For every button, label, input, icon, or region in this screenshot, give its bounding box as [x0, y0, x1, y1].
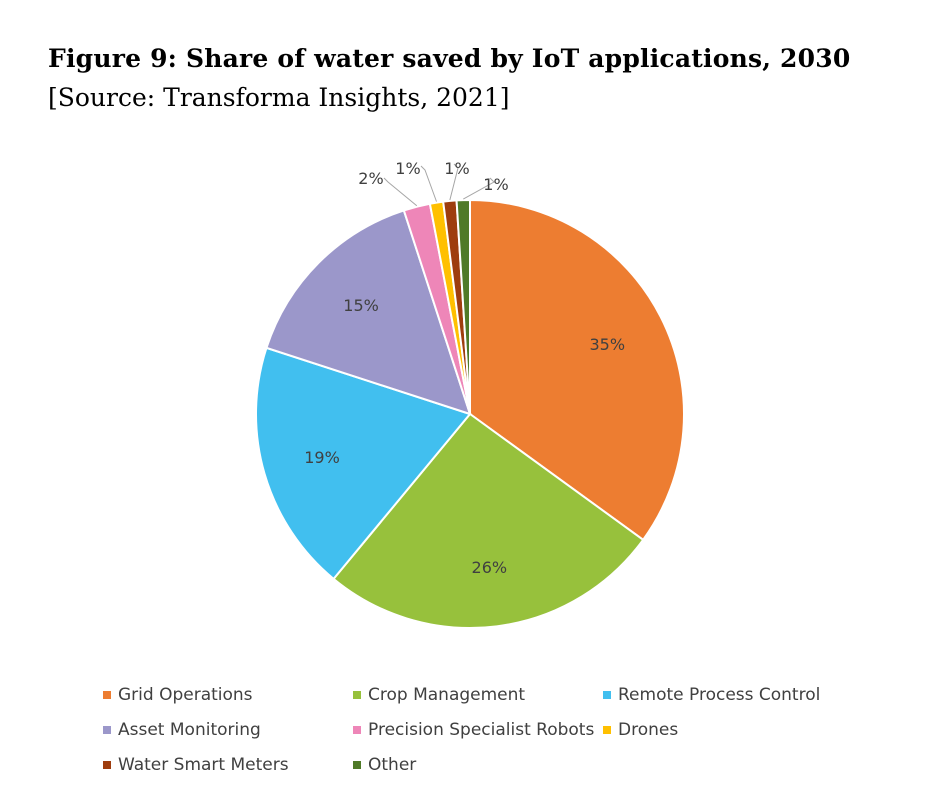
legend-item-asset-monitoring: Asset Monitoring — [103, 720, 261, 740]
data-label-grid-operations: 35% — [590, 335, 626, 354]
data-label-other: 1% — [483, 175, 508, 194]
pie-slice-remote-process-control — [255, 346, 472, 581]
figure-source: [Source: Transforma Insights, 2021] — [48, 83, 510, 112]
legend-label: Crop Management — [368, 685, 526, 705]
pie-slice-other — [455, 198, 471, 415]
legend-item-other: Other — [353, 755, 416, 775]
legend-item-drones: Drones — [603, 720, 678, 740]
legend-label: Asset Monitoring — [118, 720, 261, 740]
legend-swatch — [103, 726, 111, 734]
figure-title: Figure 9: Share of water saved by IoT ap… — [48, 44, 851, 73]
pie-chart: 35% 26% 19% 15% 2% 1% 1% 1% — [255, 159, 685, 629]
leader-line-precision-specialist-robots — [383, 177, 418, 207]
legend-item-remote-process-control: Remote Process Control — [603, 685, 820, 705]
pie-slice-crop-management — [332, 412, 645, 629]
data-label-water-smart-meters: 1% — [444, 159, 469, 178]
legend-swatch — [603, 691, 611, 699]
legend-item-water-smart-meters: Water Smart Meters — [103, 755, 289, 775]
legend-swatch — [353, 691, 361, 699]
pie-slices — [255, 198, 685, 629]
legend-item-grid-operations: Grid Operations — [103, 685, 253, 705]
pie-slice-asset-monitoring — [265, 209, 472, 416]
data-label-drones: 1% — [395, 159, 420, 178]
pie-slice-grid-operations — [469, 198, 685, 542]
chart-area: 35% 26% 19% 15% 2% 1% 1% 1% Grid Operations Crop… — [48, 140, 888, 806]
legend-item-crop-management: Crop Management — [353, 685, 525, 705]
leader-line-drones — [420, 165, 437, 202]
legend-swatch — [103, 761, 111, 769]
legend-label: Remote Process Control — [618, 685, 821, 705]
leader-line-other — [463, 177, 495, 200]
data-label-remote-process-control: 19% — [304, 448, 340, 467]
data-label-precision-specialist-robots: 2% — [358, 169, 383, 188]
leader-line-water-smart-meters — [449, 163, 459, 201]
legend-swatch — [353, 761, 361, 769]
data-label-asset-monitoring: 15% — [343, 296, 379, 315]
legend-swatch — [603, 726, 611, 734]
legend-label: Water Smart Meters — [118, 755, 289, 775]
legend-label: Other — [368, 755, 417, 775]
data-label-crop-management: 26% — [472, 558, 508, 577]
pie-data-labels: 35% 26% 19% 15% 2% 1% 1% 1% — [304, 159, 625, 577]
legend-swatch — [353, 726, 361, 734]
legend-label: Grid Operations — [118, 685, 253, 705]
legend-label: Drones — [618, 720, 679, 740]
legend-label: Precision Specialist Robots — [368, 720, 595, 740]
legend-swatch — [103, 691, 111, 699]
legend-item-precision-specialist-robots: Precision Specialist Robots — [353, 720, 594, 740]
